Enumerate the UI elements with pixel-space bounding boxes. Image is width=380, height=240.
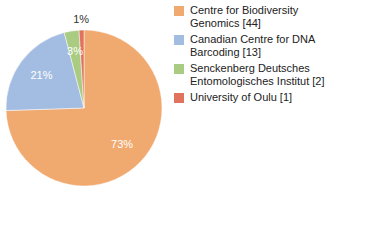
html-text:Centre for Biodiversity Genomi: Centre for Biodiversity Genomics [44] [190,4,299,29]
html-text:Senckenberg Deutsches Entomolo: Senckenberg Deutsches Entomologisches In… [190,62,325,87]
svg-text:1%: 1% [73,13,89,25]
svg-text:21%: 21% [30,69,52,81]
svg-text:73%: 73% [111,138,133,150]
html-text:University of Oulu [1]: University of Oulu [1] [190,91,293,103]
svg-text:3%: 3% [67,45,83,57]
html-text:Canadian Centre for DNA Barcod: Canadian Centre for DNA Barcoding [13] [190,33,315,58]
